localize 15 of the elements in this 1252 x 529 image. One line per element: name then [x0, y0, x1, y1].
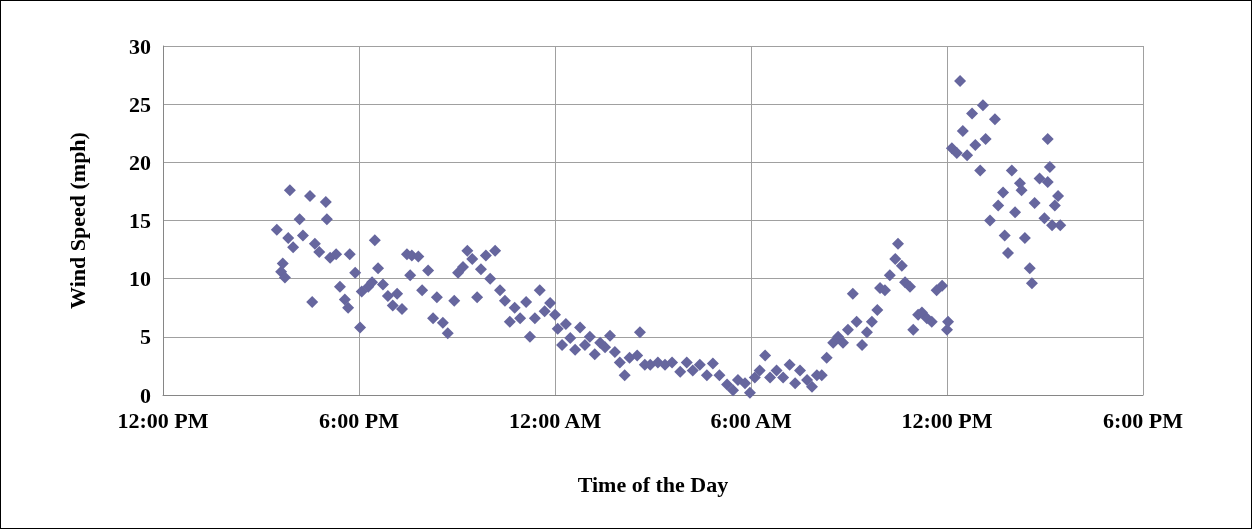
- x-axis-title: Time of the Day: [577, 471, 729, 497]
- x-tick-label: 6:00 PM: [1102, 407, 1184, 433]
- x-tick-label: 12:00 AM: [508, 407, 602, 433]
- x-tick-label: 6:00 PM: [318, 407, 400, 433]
- y-tick-label: 0: [140, 382, 151, 408]
- y-tick-label: 25: [129, 91, 151, 117]
- y-tick-label: 10: [129, 266, 151, 292]
- y-tick-label: 30: [129, 33, 151, 59]
- x-tick-label: 6:00 AM: [710, 407, 792, 433]
- y-tick-label: 15: [129, 208, 151, 233]
- y-tick-label: 5: [140, 324, 151, 350]
- x-tick-label: 12:00 PM: [901, 407, 993, 433]
- x-tick-label: 12:00 PM: [117, 407, 209, 433]
- y-axis-title: Wind Speed (mph): [64, 132, 90, 309]
- y-tick-label: 20: [129, 149, 151, 175]
